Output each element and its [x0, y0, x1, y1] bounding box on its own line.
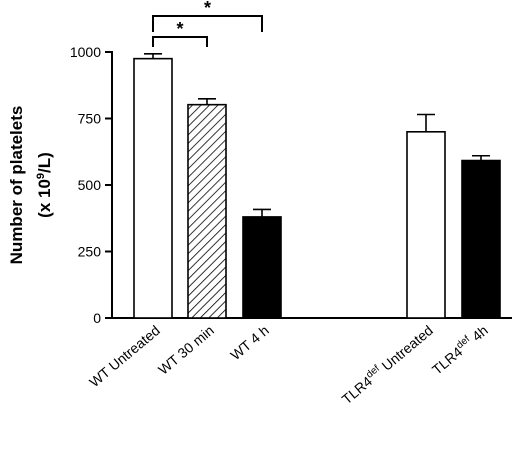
significance-bracket: [152, 15, 263, 32]
x-tick-label: TLR4def 4h: [428, 321, 491, 377]
bar: [406, 131, 446, 319]
bar: [461, 159, 501, 319]
x-tick-label: TLR4def Untreated: [338, 321, 436, 407]
y-tick-label: 250: [78, 244, 102, 260]
y-axis-label: Number of platelets: [7, 106, 26, 265]
y-axis-label-units: (x 109/L): [35, 152, 54, 218]
x-tick-label: WT Untreated: [86, 322, 163, 390]
significance-label: *: [204, 0, 211, 18]
x-tick-label: WT 4 h: [227, 322, 272, 363]
y-tick-label: 0: [93, 310, 101, 326]
bar: [187, 103, 227, 319]
y-tick-label: 750: [78, 111, 102, 127]
x-tick-label: WT 30 min: [155, 322, 217, 378]
significance-group: **: [152, 0, 263, 47]
bar: [133, 57, 173, 319]
axes: 0 250 500 750 1000: [70, 44, 512, 326]
y-tick-label: 1000: [70, 44, 101, 60]
bar: [242, 216, 282, 319]
y-tick-label: 500: [78, 177, 102, 193]
bars-group: [133, 53, 501, 319]
significance-label: *: [176, 19, 183, 39]
significance-bracket: [152, 36, 208, 47]
